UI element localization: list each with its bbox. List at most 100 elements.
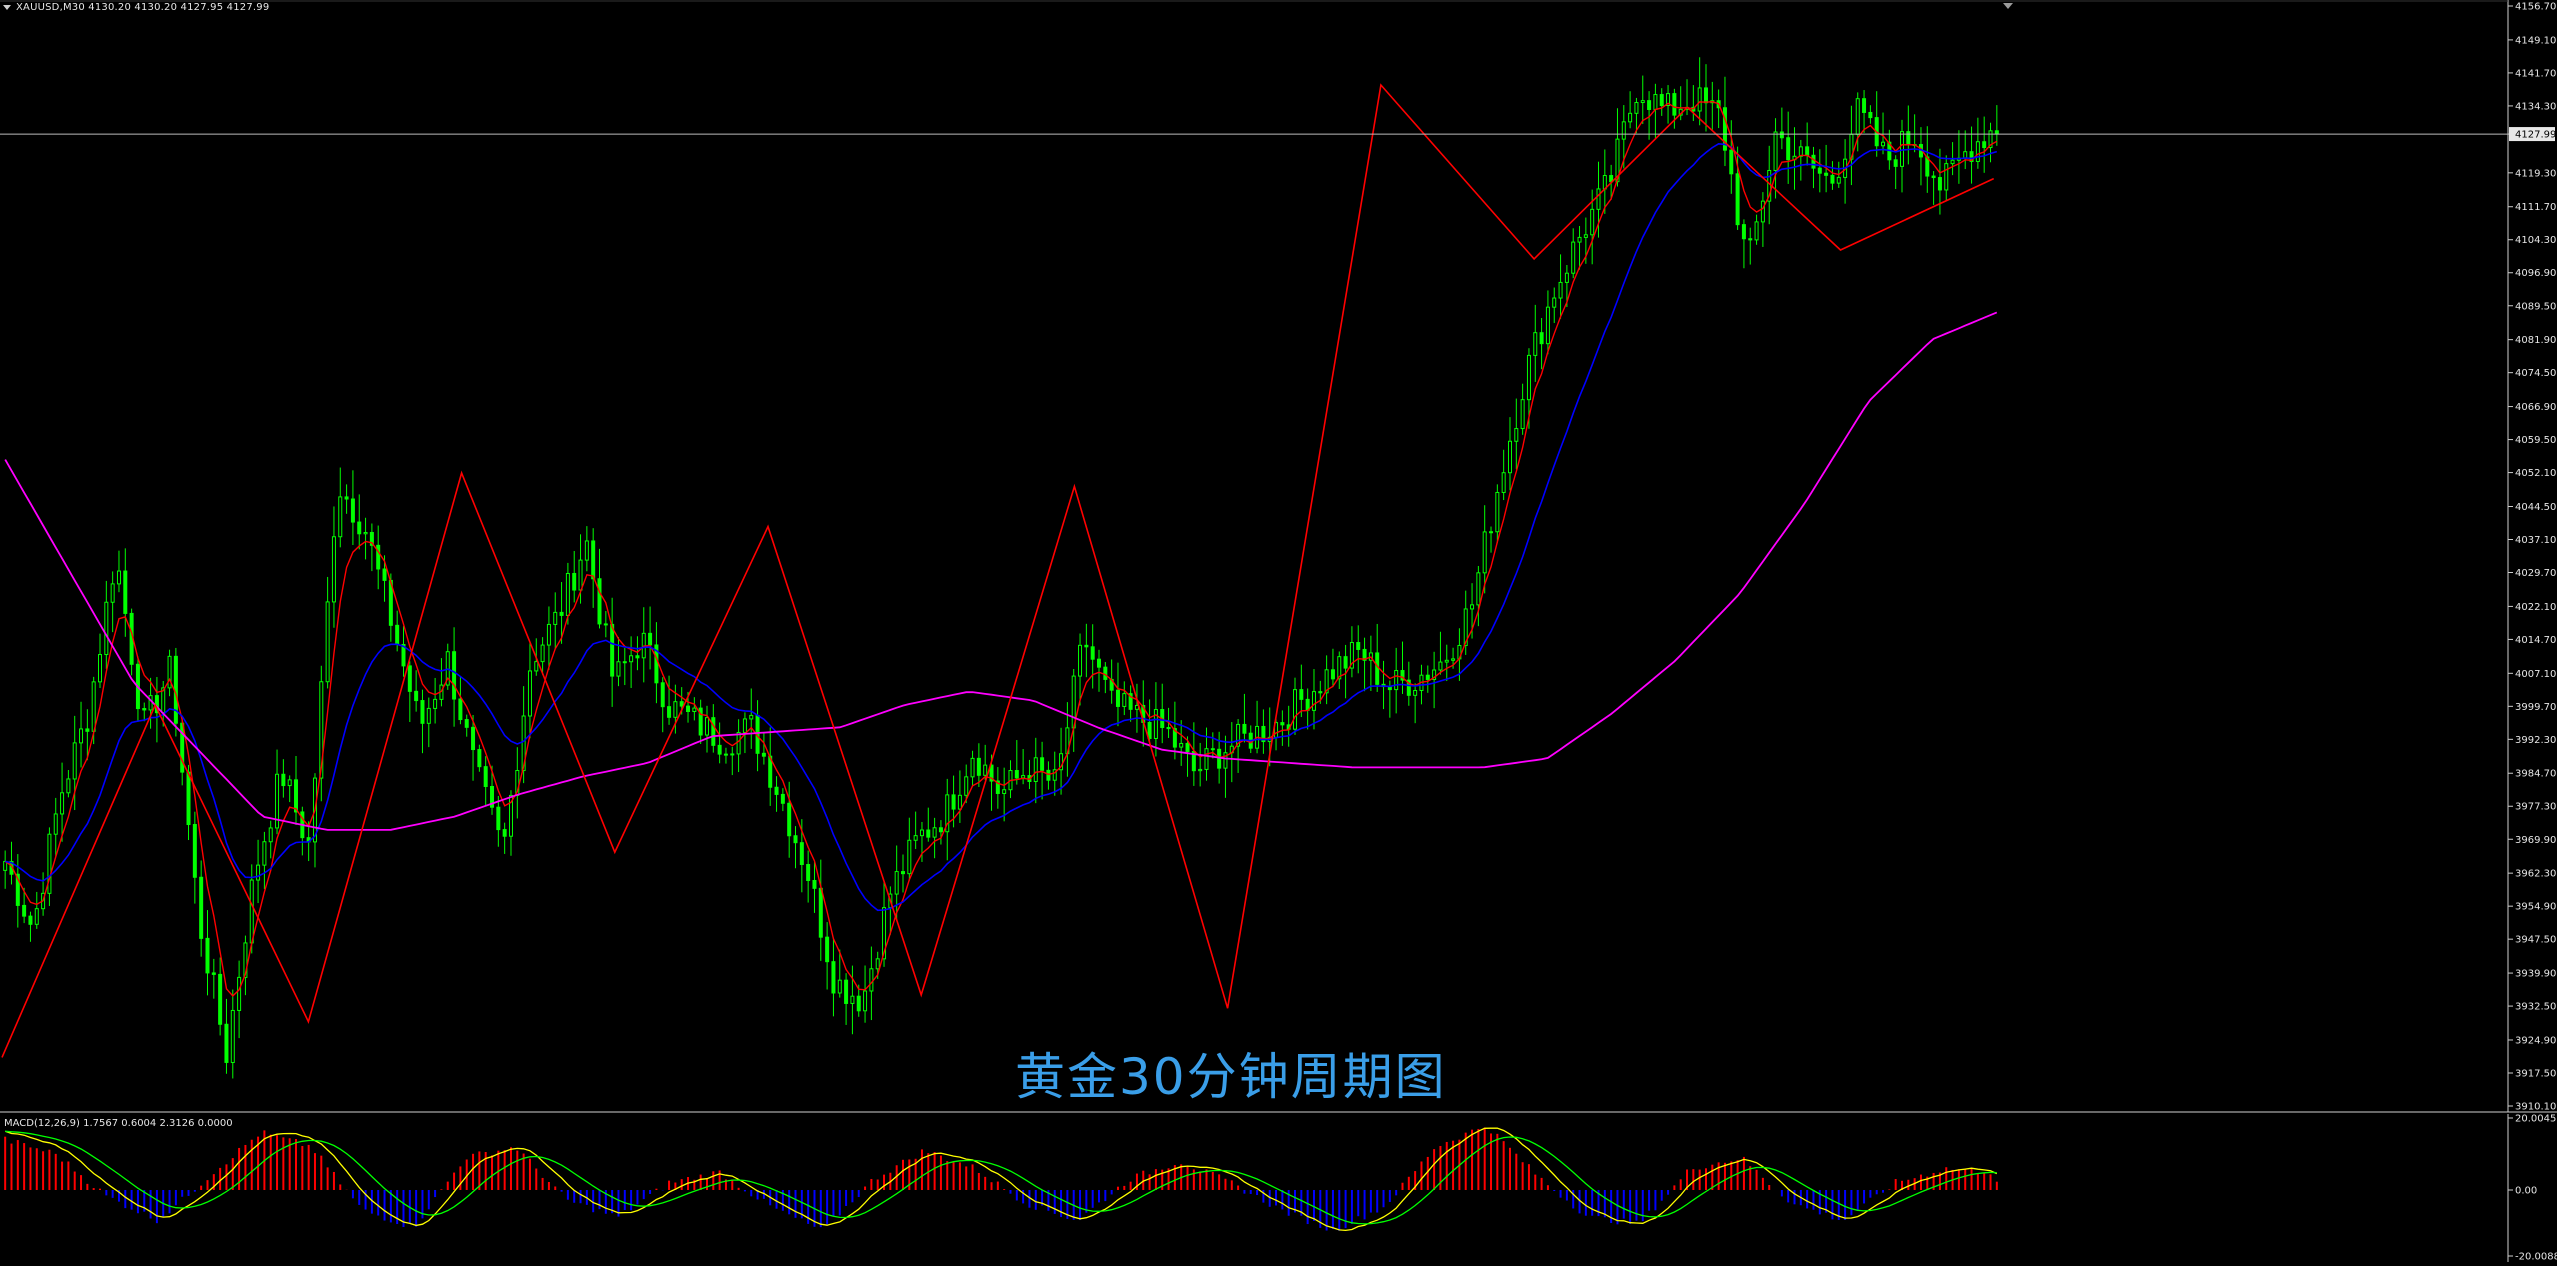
candle-body (395, 624, 400, 645)
price-tick-label: 4066.90 (2515, 402, 2556, 413)
candle-body (1040, 757, 1045, 771)
price-tick-label: 4059.50 (2515, 435, 2556, 446)
macd-signal-line (5, 1130, 1997, 1225)
candle-body (540, 644, 545, 663)
candle-body (496, 806, 501, 831)
candle-body (376, 544, 381, 570)
candle-body (407, 665, 412, 692)
candle-body (1779, 131, 1784, 139)
candle-body (338, 496, 343, 538)
candle-body (275, 773, 280, 829)
price-tick-label: 4029.70 (2515, 568, 2556, 579)
candle-body (1748, 238, 1753, 241)
candle-body (426, 707, 431, 724)
candle-body (85, 728, 90, 732)
candle-body (1754, 221, 1759, 241)
candle-body (1059, 753, 1064, 771)
candle-body (578, 559, 583, 591)
candle-body (1078, 644, 1083, 677)
candle-body (1647, 100, 1652, 110)
candle-body (780, 793, 785, 804)
shift-marker-icon (2003, 3, 2013, 9)
candle-body (483, 766, 488, 787)
price-tick-label: 4141.70 (2515, 68, 2556, 79)
candle-body (350, 498, 355, 523)
candle-body (281, 773, 286, 787)
candle-body (1944, 163, 1949, 191)
candle-body (91, 681, 96, 732)
candle-body (1830, 174, 1835, 184)
candle-body (698, 707, 703, 736)
candle-body (1703, 87, 1708, 104)
candle-body (1811, 154, 1816, 169)
candle-body (976, 757, 981, 776)
candle-body (635, 655, 640, 659)
candle-body (1855, 98, 1860, 135)
candle-body (1931, 175, 1936, 179)
candle-body (837, 979, 842, 994)
candle-body (1172, 728, 1177, 748)
candle-body (913, 835, 918, 841)
candle-body (869, 968, 874, 992)
candle-body (1495, 491, 1500, 533)
slow-ma-line (4, 311, 1998, 831)
candle-body (1862, 98, 1867, 113)
macd-tick-label: 20.0045 (2515, 1114, 2556, 1125)
candle-body (1520, 399, 1525, 430)
candle-body (774, 786, 779, 795)
macd-main-line (4, 1127, 1998, 1232)
candle-body (736, 731, 741, 755)
candle-body (964, 776, 969, 796)
candle-body (856, 995, 861, 1012)
candle-body (1406, 679, 1411, 696)
candle-body (471, 726, 476, 751)
candle-body (1166, 726, 1171, 730)
candle-body (66, 778, 71, 794)
macd-tick-label: 0.00 (2515, 1186, 2537, 1197)
candle-body (610, 623, 615, 677)
candle-body (654, 644, 659, 684)
candle-body (1463, 608, 1468, 646)
candle-body (660, 682, 665, 708)
price-tick-label: 3977.30 (2515, 802, 2556, 813)
candle-body (521, 715, 526, 772)
candle-body (850, 995, 855, 1004)
price-tick-label: 4022.10 (2515, 602, 2556, 613)
price-tick-label: 3954.90 (2515, 902, 2556, 913)
candle-body (995, 780, 1000, 794)
price-tick-label: 4089.50 (2515, 301, 2556, 312)
candle-body (667, 706, 672, 718)
candle-body (1021, 775, 1026, 779)
candle-body (900, 871, 905, 875)
candle-body (692, 707, 697, 713)
price-tick-label: 4111.70 (2515, 202, 2556, 213)
candle-body (98, 654, 103, 683)
candle-body (15, 873, 20, 906)
candle-body (1337, 656, 1342, 680)
candle-body (1773, 131, 1778, 171)
candle-body (1596, 188, 1601, 210)
candle-body (1147, 721, 1152, 739)
candle-body (704, 717, 709, 736)
candle-body (1084, 644, 1089, 648)
candle-body (1817, 167, 1822, 174)
symbol-dropdown-icon[interactable] (3, 5, 11, 10)
candle-body (1507, 440, 1512, 474)
candle-body (1558, 281, 1563, 299)
candle-body (344, 496, 349, 500)
candle-body (458, 698, 463, 721)
candle-body (894, 871, 899, 895)
price-tick-label: 3992.30 (2515, 735, 2556, 746)
candle-body (1489, 531, 1494, 534)
candle-body (53, 813, 58, 835)
candle-body (989, 764, 994, 782)
candle-body (565, 572, 570, 616)
price-tick-label: 4052.10 (2515, 468, 2556, 479)
candle-body (477, 749, 482, 768)
candle-body (28, 915, 33, 925)
indicator-lines-layer (0, 83, 2508, 1058)
candle-body (875, 958, 880, 970)
candle-body (919, 829, 924, 837)
